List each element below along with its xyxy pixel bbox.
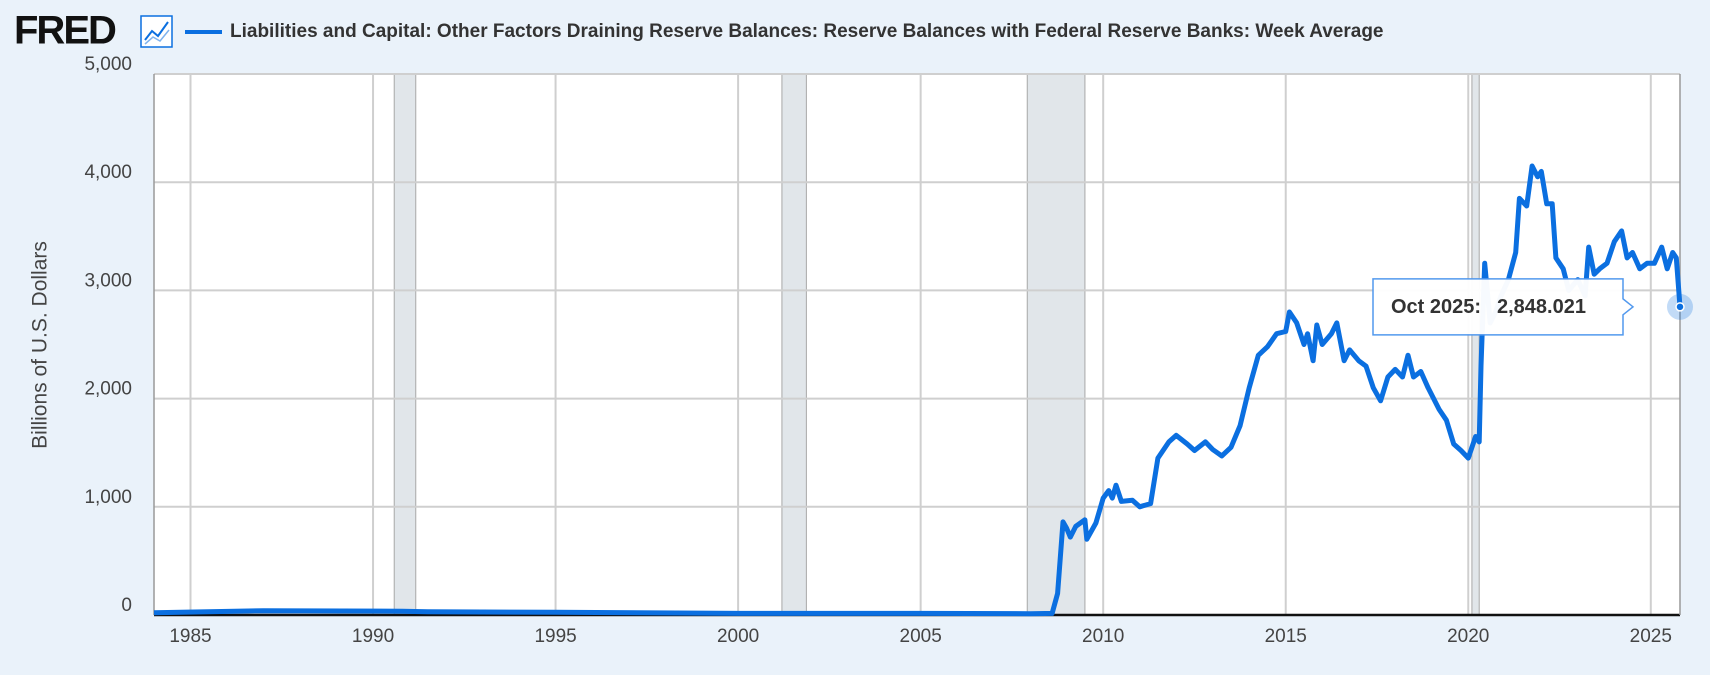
y-tick-label: 4,000 xyxy=(84,162,132,183)
recession-band xyxy=(1471,73,1480,616)
recession-band xyxy=(781,73,807,616)
logo: FRED xyxy=(14,9,116,53)
y-tick-label: 3,000 xyxy=(84,270,132,291)
x-tick-label: 2010 xyxy=(1082,626,1124,647)
x-tick-label: 1985 xyxy=(169,626,211,647)
tooltip-date: Oct 2025: xyxy=(1391,296,1481,318)
recession-band xyxy=(393,73,417,616)
x-tick-label: 2000 xyxy=(717,626,759,647)
hover-point xyxy=(1675,302,1685,312)
x-tick-label: 2015 xyxy=(1265,626,1307,647)
x-tick-label: 1990 xyxy=(352,626,394,647)
plot-area xyxy=(154,74,1680,615)
y-tick-label: 2,000 xyxy=(84,379,132,400)
y-tick-label: 0 xyxy=(121,595,132,616)
chart-title: Liabilities and Capital: Other Factors D… xyxy=(230,21,1384,42)
x-tick-label: 1995 xyxy=(534,626,576,647)
logo-icon xyxy=(140,15,173,48)
x-tick-label: 2025 xyxy=(1630,626,1672,647)
y-tick-label: 5,000 xyxy=(84,54,132,75)
x-tick-label: 2020 xyxy=(1447,626,1489,647)
x-tick-label: 2005 xyxy=(900,626,942,647)
tooltip-box xyxy=(1372,278,1635,336)
recession-band xyxy=(1026,73,1086,616)
tooltip-value: 2,848.021 xyxy=(1497,296,1586,318)
y-tick-label: 1,000 xyxy=(84,487,132,508)
y-axis-label: Billions of U.S. Dollars xyxy=(29,241,52,449)
